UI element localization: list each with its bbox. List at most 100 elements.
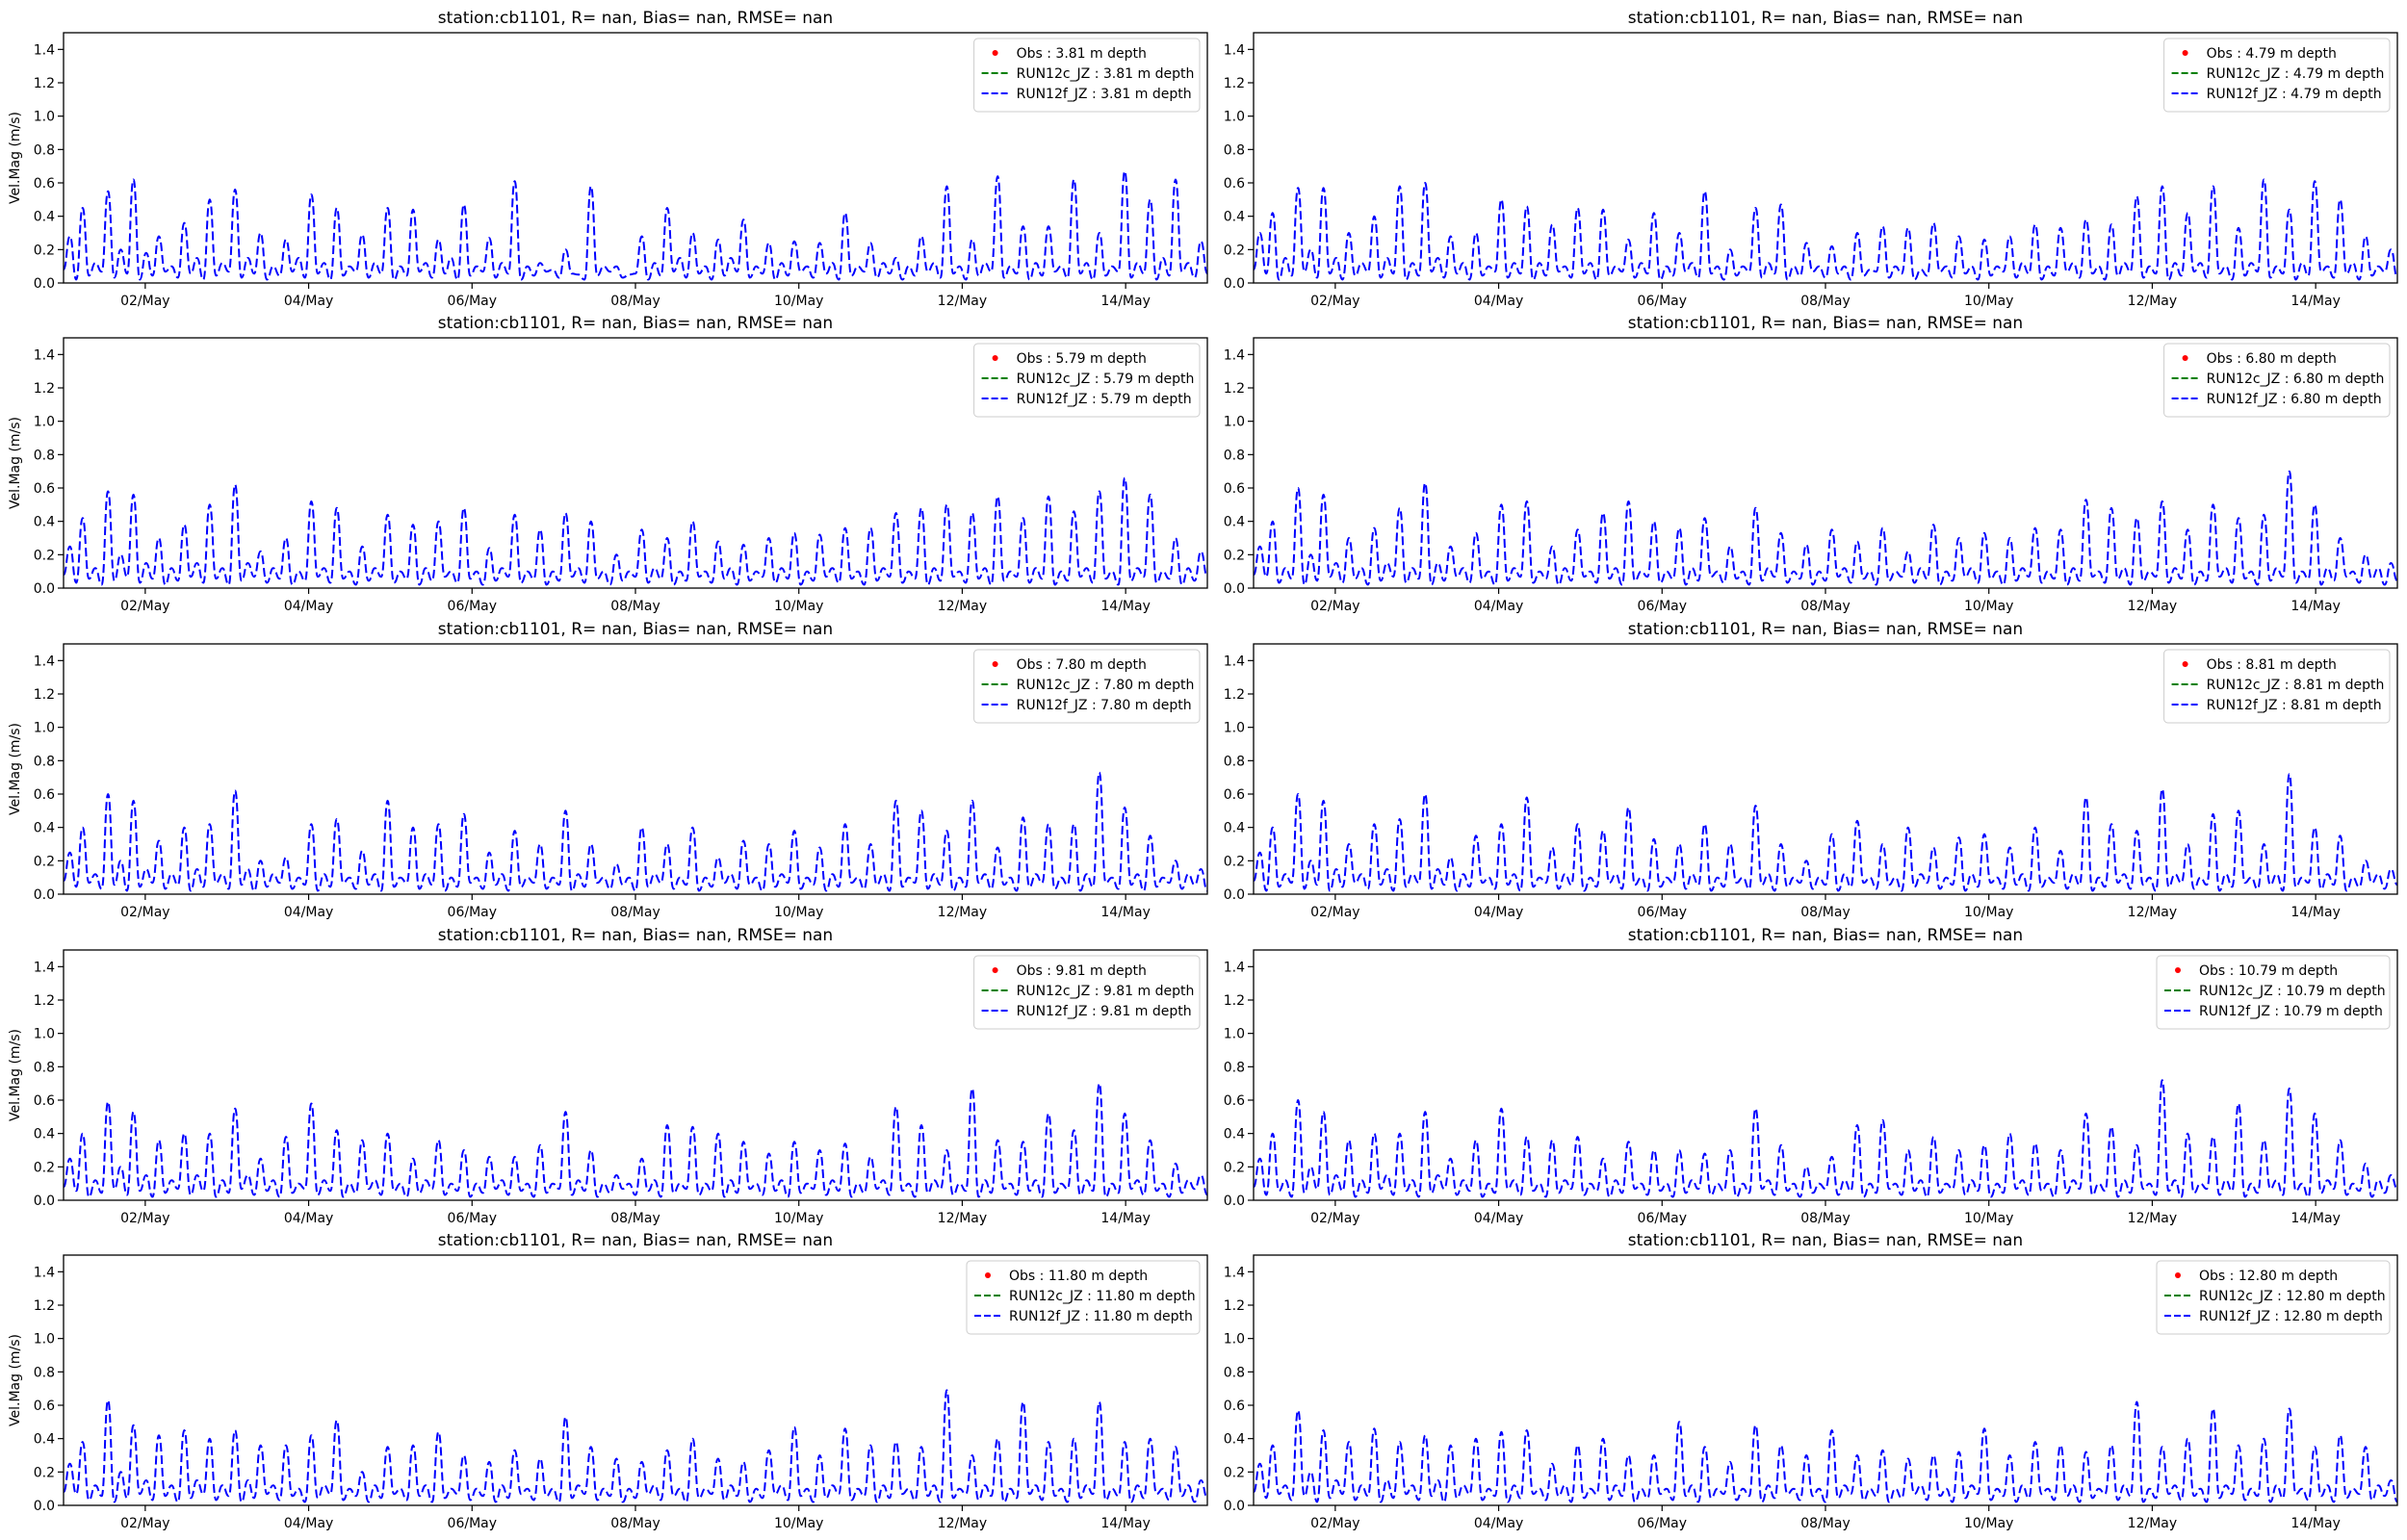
panel-4: station:cb1101, R= nan, Bias= nan, RMSE=…: [1224, 314, 2398, 614]
legend-label-1: RUN12c_JZ : 3.81 m depth: [1017, 66, 1195, 82]
x-tick-label: 08/May: [1800, 905, 1850, 920]
x-tick-label: 14/May: [2291, 905, 2340, 920]
panel-3: station:cb1101, R= nan, Bias= nan, RMSE=…: [8, 314, 1208, 614]
legend-label-0: Obs : 11.80 m depth: [1009, 1269, 1148, 1284]
panel-title: station:cb1101, R= nan, Bias= nan, RMSE=…: [438, 314, 833, 333]
legend-label-0: Obs : 8.81 m depth: [2207, 657, 2337, 673]
legend-box: [2156, 955, 2391, 1030]
y-tick-label: 0.0: [34, 1194, 55, 1209]
x-tick-label: 12/May: [2128, 1211, 2177, 1226]
y-tick-label: 1.4: [34, 1265, 55, 1280]
y-tick-label: 1.2: [1224, 993, 1245, 1009]
y-tick-label: 0.2: [34, 548, 55, 563]
x-tick-label: 10/May: [774, 294, 823, 309]
legend-marker-0: [992, 50, 998, 56]
panel-title: station:cb1101, R= nan, Bias= nan, RMSE=…: [1628, 1231, 2023, 1250]
y-tick-label: 0.6: [1224, 176, 1245, 192]
x-tick-label: 14/May: [2291, 1211, 2340, 1226]
legend-label-1: RUN12c_JZ : 10.79 m depth: [2199, 984, 2386, 999]
y-tick-label: 0.0: [1224, 1499, 1245, 1514]
legend-marker-0: [992, 967, 998, 973]
legend: Obs : 9.81 m depth RUN12c_JZ : 9.81 m dep…: [973, 955, 1201, 1030]
y-tick-label: 0.8: [34, 1365, 55, 1380]
y-tick-label: 1.4: [1224, 960, 1245, 975]
y-tick-label: 1.4: [34, 960, 55, 975]
legend: Obs : 11.80 m depth RUN12c_JZ : 11.80 m d…: [966, 1260, 1201, 1335]
x-tick-label: 12/May: [2128, 599, 2177, 614]
series-line-2: [1254, 1400, 2397, 1503]
y-tick-label: 1.4: [34, 654, 55, 669]
x-tick-label: 12/May: [2128, 905, 2177, 920]
series-group: [64, 1082, 1207, 1198]
x-tick-label: 14/May: [1100, 1211, 1150, 1226]
x-tick-label: 14/May: [1100, 599, 1150, 614]
x-tick-label: 02/May: [120, 1211, 169, 1226]
y-tick-label: 0.2: [1224, 243, 1245, 258]
y-axis-label: Vel.Mag (m/s): [8, 723, 23, 815]
legend-box: [2156, 1260, 2391, 1335]
y-axis-label: Vel.Mag (m/s): [8, 1029, 23, 1121]
panel-9: station:cb1101, R= nan, Bias= nan, RMSE=…: [8, 1231, 1208, 1531]
legend-marker-0: [2182, 661, 2188, 667]
y-tick-label: 1.0: [34, 1027, 55, 1042]
x-tick-label: 04/May: [284, 294, 333, 309]
x-tick-label: 02/May: [120, 294, 169, 309]
x-tick-label: 04/May: [284, 1516, 333, 1531]
x-tick-label: 06/May: [448, 905, 497, 920]
x-tick-label: 06/May: [1638, 294, 1687, 309]
y-tick-label: 0.8: [34, 754, 55, 769]
y-tick-label: 1.2: [34, 993, 55, 1009]
x-tick-label: 10/May: [1964, 294, 2013, 309]
x-tick-label: 14/May: [1100, 905, 1150, 920]
x-tick-label: 02/May: [1310, 599, 1359, 614]
y-tick-label: 0.0: [34, 887, 55, 903]
y-tick-label: 0.8: [34, 1060, 55, 1075]
y-tick-label: 0.2: [34, 1160, 55, 1175]
panel-title: station:cb1101, R= nan, Bias= nan, RMSE=…: [1628, 9, 2023, 28]
panel-5: station:cb1101, R= nan, Bias= nan, RMSE=…: [8, 620, 1208, 920]
y-tick-label: 1.2: [1224, 381, 1245, 397]
y-tick-label: 0.4: [1224, 821, 1245, 836]
x-tick-label: 14/May: [2291, 599, 2340, 614]
series-line-2: [64, 169, 1207, 281]
x-tick-label: 12/May: [938, 599, 987, 614]
y-tick-label: 1.2: [34, 76, 55, 91]
x-tick-label: 14/May: [2291, 1516, 2340, 1531]
y-tick-label: 0.4: [34, 515, 55, 530]
legend-marker-0: [2175, 967, 2181, 973]
legend: Obs : 4.79 m depth RUN12c_JZ : 4.79 m dep…: [2163, 38, 2391, 113]
x-tick-label: 08/May: [610, 294, 660, 309]
legend-label-2: RUN12f_JZ : 8.81 m depth: [2207, 698, 2382, 713]
legend-label-0: Obs : 10.79 m depth: [2199, 963, 2338, 979]
y-tick-label: 1.4: [1224, 1265, 1245, 1280]
y-tick-label: 0.0: [1224, 276, 1245, 292]
y-tick-label: 1.0: [1224, 1027, 1245, 1042]
y-tick-label: 0.4: [1224, 210, 1245, 225]
x-tick-label: 08/May: [1800, 599, 1850, 614]
legend-box: [973, 343, 1201, 418]
panel-title: station:cb1101, R= nan, Bias= nan, RMSE=…: [1628, 620, 2023, 639]
legend-label-2: RUN12f_JZ : 10.79 m depth: [2199, 1004, 2383, 1019]
y-tick-label: 0.0: [1224, 1194, 1245, 1209]
legend-box: [2163, 38, 2391, 113]
x-tick-label: 12/May: [938, 294, 987, 309]
legend-label-2: RUN12f_JZ : 7.80 m depth: [1017, 698, 1192, 713]
x-tick-label: 06/May: [1638, 905, 1687, 920]
x-tick-label: 10/May: [1964, 1211, 2013, 1226]
legend-label-0: Obs : 3.81 m depth: [1017, 46, 1147, 62]
legend-box: [973, 649, 1201, 724]
series-group: [1254, 773, 2397, 892]
x-tick-label: 06/May: [1638, 1211, 1687, 1226]
x-tick-label: 06/May: [1638, 1516, 1687, 1531]
x-tick-label: 06/May: [448, 1211, 497, 1226]
x-tick-label: 10/May: [774, 1516, 823, 1531]
y-tick-label: 0.0: [1224, 887, 1245, 903]
x-tick-label: 04/May: [1474, 1211, 1523, 1226]
x-tick-label: 10/May: [1964, 599, 2013, 614]
legend-label-1: RUN12c_JZ : 12.80 m depth: [2199, 1289, 2386, 1304]
y-tick-label: 1.4: [34, 347, 55, 363]
y-tick-label: 0.8: [1224, 754, 1245, 769]
series-line-2: [1254, 1079, 2397, 1198]
legend-marker-0: [2182, 355, 2188, 361]
